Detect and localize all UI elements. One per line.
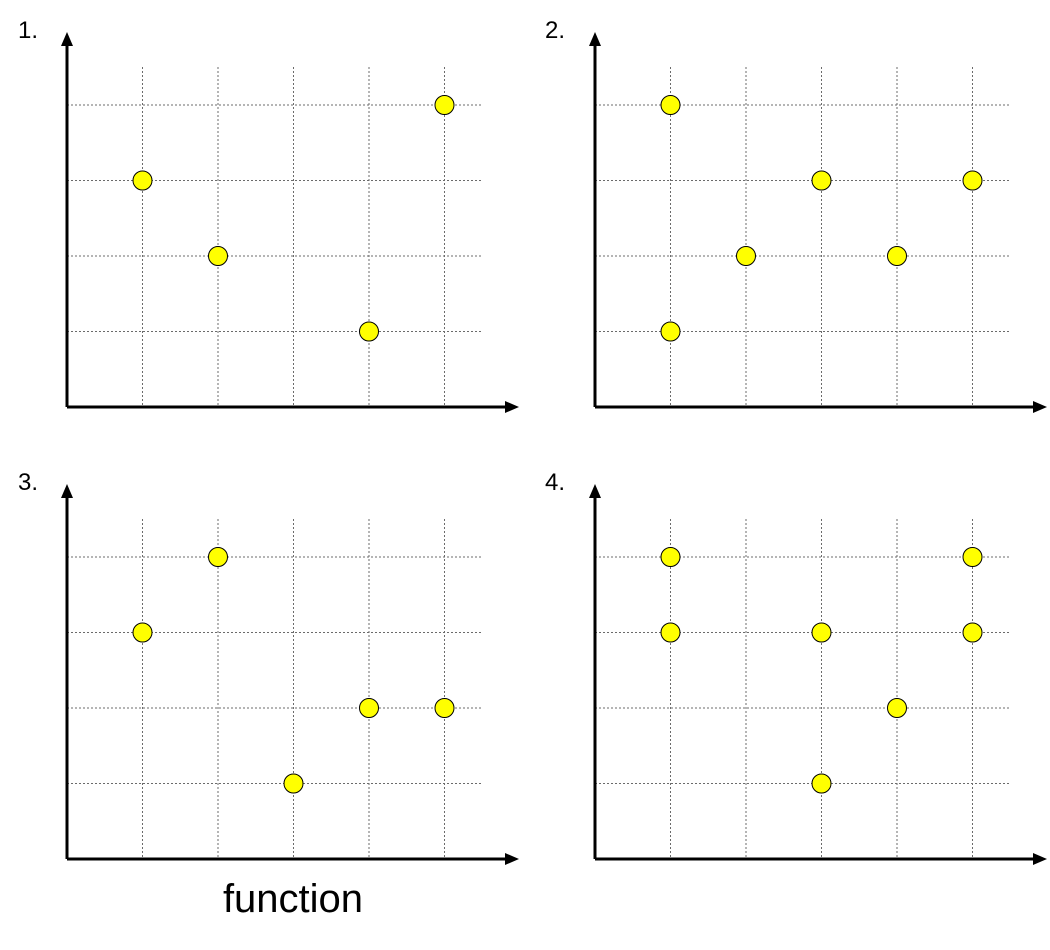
- data-point: [811, 170, 832, 191]
- panel-label: 3.: [18, 469, 38, 496]
- data-point: [962, 170, 983, 191]
- data-point: [359, 698, 379, 718]
- figure-caption: function: [223, 877, 363, 921]
- x-axis-arrow: [505, 853, 519, 865]
- y-axis-arrow: [589, 32, 601, 46]
- panels: 1. 2. 3. 4.: [18, 17, 1047, 865]
- data-point: [962, 622, 983, 643]
- scatter-panel-4: 4.: [545, 469, 1047, 865]
- data-point: [283, 773, 304, 794]
- data-point: [811, 622, 832, 643]
- data-point: [208, 547, 228, 567]
- data-point: [660, 622, 681, 643]
- data-point: [660, 95, 681, 115]
- data-point: [434, 95, 455, 115]
- data-point: [887, 698, 907, 718]
- data-point: [811, 773, 832, 794]
- data-point: [208, 246, 228, 266]
- y-axis-arrow: [61, 484, 73, 498]
- panel-label: 2.: [545, 17, 565, 44]
- y-axis-arrow: [589, 484, 601, 498]
- data-point: [660, 321, 681, 342]
- scatter-panel-2: 2.: [545, 17, 1047, 413]
- x-axis-arrow: [1033, 853, 1047, 865]
- data-point: [132, 170, 153, 191]
- x-axis-arrow: [505, 401, 519, 413]
- data-point: [660, 547, 681, 567]
- scatter-panel-1: 1.: [18, 17, 519, 413]
- data-point: [887, 246, 907, 266]
- scatter-panel-3: 3.: [18, 469, 519, 865]
- panel-label: 4.: [545, 469, 565, 496]
- data-point: [434, 698, 455, 718]
- panel-label: 1.: [18, 17, 38, 44]
- data-point: [962, 547, 983, 567]
- x-axis-arrow: [1033, 401, 1047, 413]
- y-axis-arrow: [61, 32, 73, 46]
- data-point: [736, 246, 756, 266]
- data-point: [132, 622, 153, 643]
- data-point: [359, 321, 379, 342]
